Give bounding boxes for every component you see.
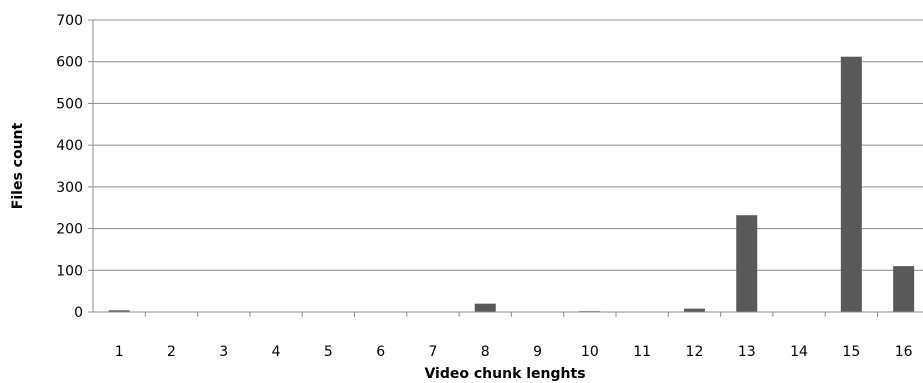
x-tick-label-13: 13	[738, 344, 756, 360]
y-tick-label: 500	[56, 96, 83, 112]
x-tick-label-9: 9	[533, 344, 542, 360]
x-tick-label-8: 8	[481, 344, 490, 360]
x-tick-label-10: 10	[581, 344, 599, 360]
y-axis-title: Files count	[10, 122, 26, 209]
gridlines	[93, 19, 923, 271]
x-tick-label-16: 16	[895, 344, 913, 360]
axes	[88, 19, 923, 317]
x-tick-label-5: 5	[324, 344, 333, 360]
x-tick-labels: 1 2 3 4 5 6 7 8 9 10 11 12 13 14 15 16	[115, 344, 913, 360]
y-tick-label: 300	[56, 180, 83, 196]
x-tick-label-7: 7	[428, 344, 437, 360]
x-axis-title: Video chunk lenghts	[424, 366, 585, 382]
y-tick-label: 400	[56, 138, 83, 154]
x-tick-label-15: 15	[842, 344, 860, 360]
bar-13	[736, 215, 758, 312]
x-tick-label-4: 4	[272, 344, 281, 360]
x-tick-label-14: 14	[790, 344, 808, 360]
y-tick-labels: 0 100 200 300 400 500 600 700	[56, 13, 83, 321]
bar-8	[474, 303, 496, 312]
x-tick-label-3: 3	[219, 344, 228, 360]
bar-12	[683, 308, 705, 312]
y-tick-label: 100	[56, 263, 83, 279]
y-tick-label: 700	[56, 13, 83, 29]
y-tick-label: 200	[56, 222, 83, 238]
bar-15	[840, 56, 862, 312]
y-tick-label: 0	[74, 305, 83, 321]
y-tick-label: 600	[56, 55, 83, 71]
bar-16	[893, 266, 915, 312]
x-tick-label-6: 6	[376, 344, 385, 360]
x-tick-label-12: 12	[686, 344, 704, 360]
x-tick-label-1: 1	[115, 344, 124, 360]
bars	[108, 56, 915, 313]
x-tick-label-2: 2	[167, 344, 176, 360]
x-tick-label-11: 11	[633, 344, 651, 360]
bar-1	[108, 310, 130, 312]
